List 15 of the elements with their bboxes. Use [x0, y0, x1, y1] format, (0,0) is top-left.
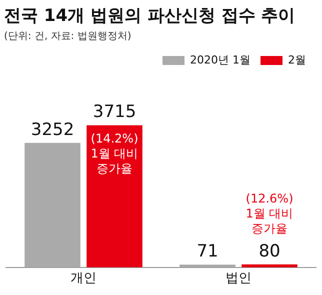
data-label: 3715	[92, 102, 136, 122]
legend-label: 2월	[288, 53, 306, 66]
chart-subtitle: (단위: 건, 자료: 법원행정처)	[3, 30, 132, 44]
bar	[86, 125, 142, 268]
annotation: (12.6%) 1월 대비 증가율	[246, 191, 294, 236]
data-label: 80	[258, 241, 280, 262]
data-label: 71	[196, 242, 218, 262]
x-tick-label: 개인	[70, 270, 96, 285]
x-tick-label: 법인	[226, 270, 252, 285]
data-label: 3252	[30, 120, 74, 140]
bar	[180, 264, 236, 268]
annotation: (14.2%) 1월 대비 증가율	[90, 131, 138, 176]
legend-label: 2020년 1월	[190, 53, 251, 66]
bar	[24, 142, 80, 268]
chart-title: 전국 14개 법원의 파산신청 접수 추이	[3, 5, 296, 27]
